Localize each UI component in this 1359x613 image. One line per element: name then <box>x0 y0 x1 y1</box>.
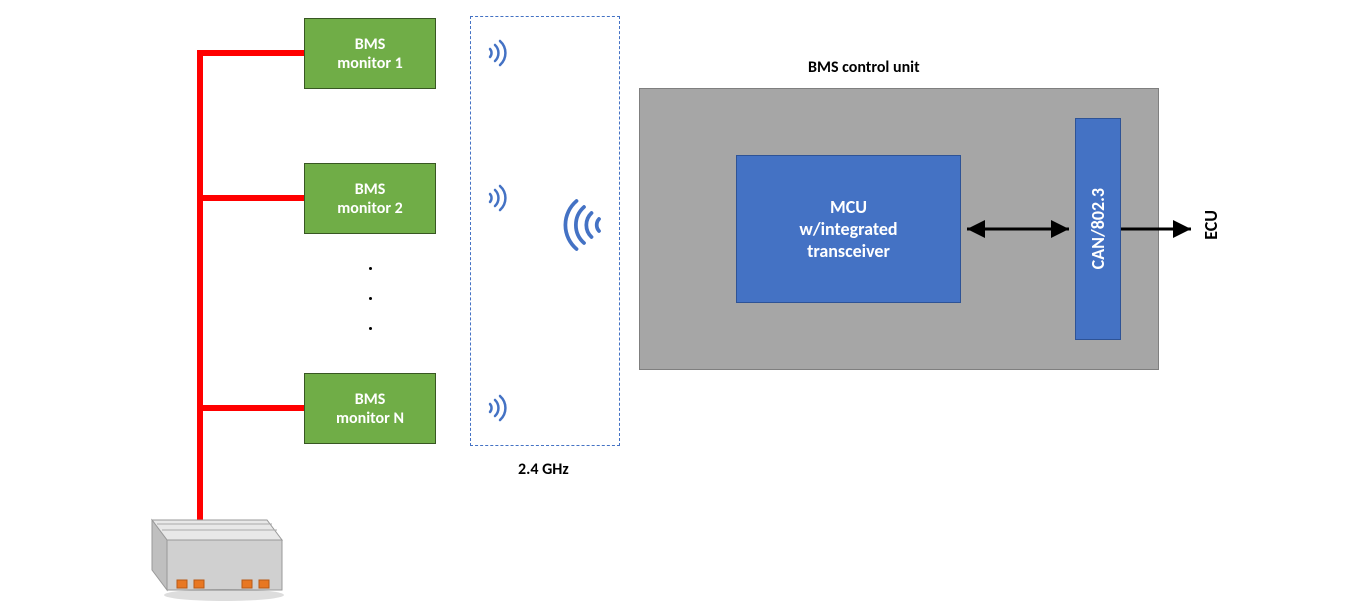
control-unit-title: BMS control unit <box>808 58 920 77</box>
ellipsis-dot <box>369 327 372 330</box>
bms-monitor-1-label: BMS monitor 1 <box>337 35 403 73</box>
can-block: CAN/802.3 <box>1075 118 1121 340</box>
bus-branch-1 <box>197 50 304 56</box>
bms-monitor-2-label: BMS monitor 2 <box>337 180 403 218</box>
arrow-mcu-can <box>961 217 1075 241</box>
diagram-canvas: BMS monitor 1 BMS monitor 2 BMS monitor … <box>0 0 1359 613</box>
wireless-icon <box>476 33 516 73</box>
ellipsis-dot <box>369 297 372 300</box>
mcu-block: MCU w/integrated transceiver <box>736 155 961 303</box>
wireless-icon <box>476 388 516 428</box>
ellipsis-dot <box>369 267 372 270</box>
wireless-icon <box>476 178 516 218</box>
bms-monitor-2: BMS monitor 2 <box>304 163 436 234</box>
can-label: CAN/802.3 <box>1087 188 1109 269</box>
bus-branch-3 <box>197 405 304 411</box>
bms-monitor-1: BMS monitor 1 <box>304 18 436 89</box>
arrow-can-ecu <box>1121 217 1199 241</box>
mcu-label: MCU w/integrated transceiver <box>799 196 897 262</box>
wireless-label: 2.4 GHz <box>518 460 569 479</box>
ecu-label: ECU <box>1200 210 1222 240</box>
bms-monitor-n-label: BMS monitor N <box>336 390 404 428</box>
bus-trunk <box>197 50 203 520</box>
wireless-icon-large <box>560 195 620 255</box>
battery-pack-icon <box>132 510 287 605</box>
bms-monitor-n: BMS monitor N <box>304 373 436 444</box>
bus-branch-2 <box>197 195 304 201</box>
